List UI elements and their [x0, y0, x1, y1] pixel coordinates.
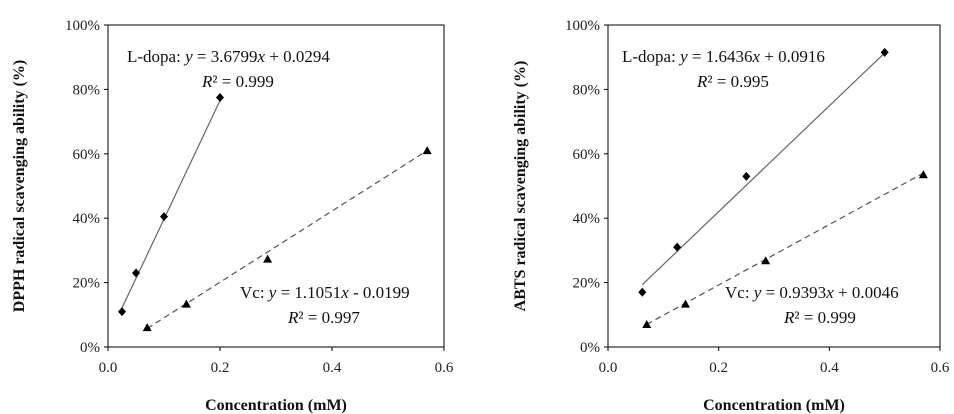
x-tick-label: 0.6: [435, 360, 454, 376]
chart-panel-1: 0% 20% 40% 60% 80% 100% 0.0 0.2 0.4 0.6 Concentrat…: [11, 18, 454, 414]
data-point-triangle: [181, 299, 191, 308]
data-point-triangle: [642, 319, 652, 328]
data-point-diamond: [160, 212, 168, 222]
y-axis-title: ABTS radical scavenging ability (%): [512, 61, 529, 312]
trendline-series-1: [641, 52, 886, 286]
y-tick-label: 0%: [580, 340, 600, 356]
x-axis-title: Concentration (mM): [205, 397, 347, 414]
x-tick-label: 0.0: [99, 360, 118, 376]
data-point-diamond: [118, 307, 126, 317]
y-axis-title: DPPH radical scavenging ability (%): [11, 60, 28, 312]
trendline-series-1: [121, 100, 221, 309]
y-tick-label: 80%: [73, 82, 101, 98]
data-point-diamond: [673, 242, 682, 252]
regression-equation-label: L-dopa: y = 1.6436x + 0.0916: [622, 47, 825, 66]
r-squared-label: R² = 0.997: [287, 308, 360, 327]
data-point-triangle: [918, 170, 928, 179]
r-squared-label: R² = 0.999: [201, 72, 274, 91]
y-tick-label: 20%: [573, 276, 601, 292]
data-point-triangle: [142, 323, 152, 332]
data-point-triangle: [680, 299, 690, 308]
regression-equation-label: L-dopa: y = 3.6799x + 0.0294: [127, 47, 330, 66]
trendline-series-2: [146, 150, 428, 330]
r-squared-label: R² = 0.999: [783, 308, 856, 327]
chart-panel-2: 0% 20% 40% 60% 80% 100% 0.0 0.2 0.4 0.6 Concentrat…: [512, 18, 950, 414]
data-point-diamond: [132, 268, 140, 278]
y-tick-label: 40%: [73, 211, 101, 227]
x-tick-label: 0.0: [599, 360, 618, 376]
y-tick-label: 60%: [73, 147, 101, 163]
data-point-triangle: [422, 146, 432, 155]
plot-area-frame: [107, 24, 445, 348]
trendline-series-2: [646, 172, 924, 325]
y-tick-label: 80%: [573, 82, 601, 98]
data-point-triangle: [761, 256, 771, 265]
data-point-diamond: [216, 92, 224, 102]
y-tick-label: 0%: [80, 340, 100, 356]
regression-equation-label: Vc: y = 0.9393x + 0.0046: [725, 283, 899, 302]
data-point-diamond: [742, 171, 751, 181]
y-tick-label: 60%: [573, 147, 601, 163]
data-point-diamond: [880, 47, 889, 57]
x-tick-label: 0.4: [323, 360, 342, 376]
data-point-triangle: [263, 254, 273, 263]
y-tick-label: 100%: [565, 18, 600, 34]
r-squared-label: R² = 0.995: [696, 72, 769, 91]
x-tick-label: 0.4: [820, 360, 839, 376]
x-axis-title: Concentration (mM): [703, 397, 845, 414]
x-tick-label: 0.2: [211, 360, 230, 376]
y-tick-label: 20%: [73, 276, 101, 292]
plot-area-frame: [607, 24, 941, 348]
x-tick-label: 0.6: [931, 360, 950, 376]
data-point-diamond: [638, 287, 647, 297]
regression-equation-label: Vc: y = 1.1051x - 0.0199: [240, 283, 410, 302]
x-tick-label: 0.2: [709, 360, 728, 376]
y-tick-label: 40%: [573, 211, 601, 227]
y-tick-label: 100%: [65, 18, 100, 34]
